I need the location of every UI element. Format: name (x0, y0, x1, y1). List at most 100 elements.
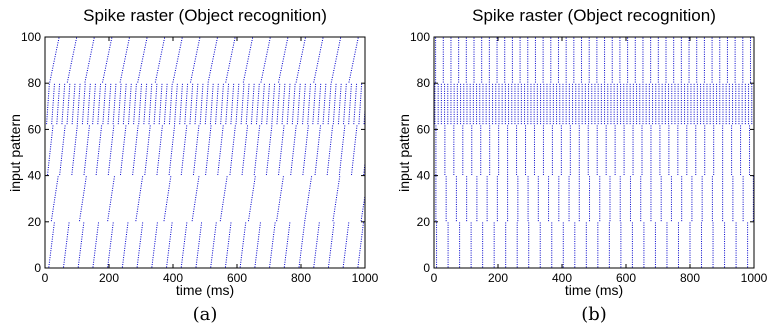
spike-marker (659, 143, 661, 145)
spike-marker (282, 106, 284, 108)
spike-marker (735, 240, 737, 242)
spike-marker (608, 234, 610, 235)
spike-marker (605, 143, 607, 145)
spike-marker (259, 229, 261, 231)
spike-marker (701, 201, 703, 203)
spike-marker (102, 120, 104, 122)
spike-marker (551, 162, 553, 164)
spike-marker (493, 254, 495, 256)
spike-marker (496, 176, 498, 178)
spike-marker (128, 120, 130, 122)
spike-marker (670, 197, 672, 199)
spike-marker (85, 178, 87, 180)
spike-marker (167, 197, 169, 199)
spike-marker (643, 231, 645, 233)
spike-marker (690, 123, 692, 125)
spike-marker (516, 162, 518, 164)
spike-marker (51, 72, 53, 74)
spike-marker (652, 123, 654, 125)
spike-marker (436, 261, 438, 263)
spike-marker (605, 162, 607, 164)
spike-marker (238, 86, 240, 88)
spike-marker (686, 132, 688, 134)
spike-marker (574, 252, 576, 254)
spike-marker (670, 192, 672, 194)
spike-marker (294, 83, 296, 85)
spike-marker (257, 141, 259, 143)
spike-marker (641, 143, 643, 145)
spike-marker (287, 113, 289, 115)
spike-marker (722, 185, 724, 187)
spike-marker (280, 70, 282, 71)
spike-marker (81, 206, 83, 208)
spike-marker (620, 254, 622, 256)
spike-marker (356, 83, 358, 85)
spike-marker (272, 106, 274, 108)
spike-marker (632, 146, 634, 148)
spike-marker (542, 173, 544, 175)
spike-marker (210, 266, 212, 268)
spike-marker (713, 164, 715, 166)
spike-marker (120, 76, 122, 78)
spike-marker (498, 143, 500, 145)
spike-marker (217, 169, 219, 171)
spike-marker (179, 49, 181, 51)
spike-marker (87, 65, 89, 67)
spike-marker (329, 148, 331, 150)
spike-marker (585, 264, 587, 266)
spike-marker (352, 63, 354, 65)
spike-marker (158, 155, 160, 157)
spike-marker (135, 83, 137, 85)
spike-marker (209, 72, 211, 74)
spike-marker (96, 234, 98, 235)
spike-marker (498, 160, 500, 162)
spike-marker (298, 97, 300, 99)
spike-marker (244, 74, 246, 76)
spike-marker (645, 123, 647, 125)
spike-marker (118, 113, 120, 115)
spike-marker (298, 102, 300, 104)
spike-marker (462, 155, 464, 157)
spike-marker (152, 257, 154, 259)
spike-marker (194, 118, 196, 120)
spike-marker (181, 39, 183, 41)
spike-marker (105, 65, 107, 67)
spike-marker (528, 227, 530, 229)
spike-marker (187, 83, 189, 85)
spike-marker (357, 266, 359, 268)
spike-marker (231, 157, 233, 159)
spike-marker (681, 199, 683, 201)
spike-marker (435, 178, 437, 180)
spike-marker (574, 259, 576, 261)
spike-marker (724, 238, 726, 240)
spike-marker (86, 150, 88, 152)
spike-marker (266, 120, 268, 122)
spike-marker (257, 240, 259, 242)
spike-marker (315, 167, 317, 169)
spike-marker (444, 127, 446, 129)
spike-marker (252, 93, 254, 95)
spike-marker (344, 104, 346, 106)
spike-marker (568, 197, 570, 199)
spike-marker (99, 95, 101, 97)
spike-marker (722, 162, 724, 164)
spike-marker (112, 183, 114, 185)
spike-marker (144, 111, 146, 113)
spike-marker (250, 46, 252, 48)
spike-marker (202, 88, 204, 90)
spike-marker (158, 157, 160, 159)
spike-marker (242, 164, 244, 166)
spike-marker (214, 49, 216, 51)
spike-marker (317, 231, 319, 233)
spike-marker (58, 88, 60, 90)
spike-marker (666, 236, 668, 238)
spike-marker (517, 192, 519, 194)
spike-marker (278, 206, 280, 208)
spike-marker (599, 213, 601, 215)
spike-marker (650, 169, 652, 171)
spike-marker (587, 139, 589, 141)
spike-marker (110, 238, 112, 240)
spike-marker (659, 130, 661, 132)
spike-marker (289, 222, 291, 224)
spike-marker (562, 222, 564, 224)
